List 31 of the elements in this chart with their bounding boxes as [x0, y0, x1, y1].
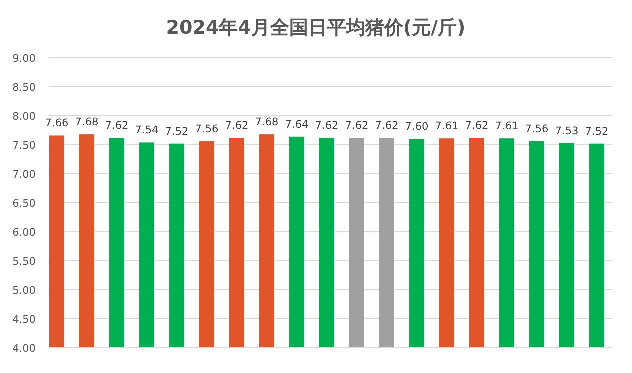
- data-label: 7.54: [135, 124, 160, 137]
- data-label: 7.62: [105, 120, 129, 132]
- y-tick-label: 8.50: [12, 82, 36, 94]
- data-label: 7.66: [45, 118, 70, 130]
- data-label: 7.62: [345, 120, 369, 132]
- data-label: 7.60: [405, 121, 429, 134]
- y-tick-label: 7.00: [12, 169, 36, 181]
- data-label: 7.64: [285, 118, 310, 131]
- data-label: 7.56: [525, 124, 550, 136]
- y-tick-label: 9.00: [12, 53, 36, 65]
- data-label: 7.68: [255, 116, 279, 129]
- data-label: 7.68: [75, 116, 99, 129]
- data-label: 7.56: [195, 124, 220, 136]
- y-tick-label: 4.50: [12, 314, 36, 326]
- data-label: 7.52: [165, 126, 189, 138]
- data-label: 7.61: [435, 120, 459, 133]
- y-tick-label: 6.50: [12, 198, 36, 210]
- y-tick-label: 4.00: [12, 343, 36, 355]
- data-label: 7.52: [585, 126, 609, 138]
- y-tick-label: 5.50: [12, 256, 36, 268]
- y-tick-label: 7.50: [12, 140, 36, 152]
- data-label: 7.62: [375, 120, 399, 132]
- y-tick-label: 6.00: [12, 227, 36, 239]
- data-label: 7.62: [225, 120, 249, 132]
- data-label: 7.53: [555, 125, 579, 138]
- data-label: 7.62: [465, 120, 489, 132]
- chart-title: 2024年4月全国日平均猪价(元/斤): [166, 17, 466, 39]
- y-tick-label: 5.00: [12, 285, 36, 297]
- data-label: 7.61: [495, 120, 519, 133]
- data-label: 7.62: [315, 120, 339, 132]
- y-tick-label: 8.00: [12, 111, 36, 123]
